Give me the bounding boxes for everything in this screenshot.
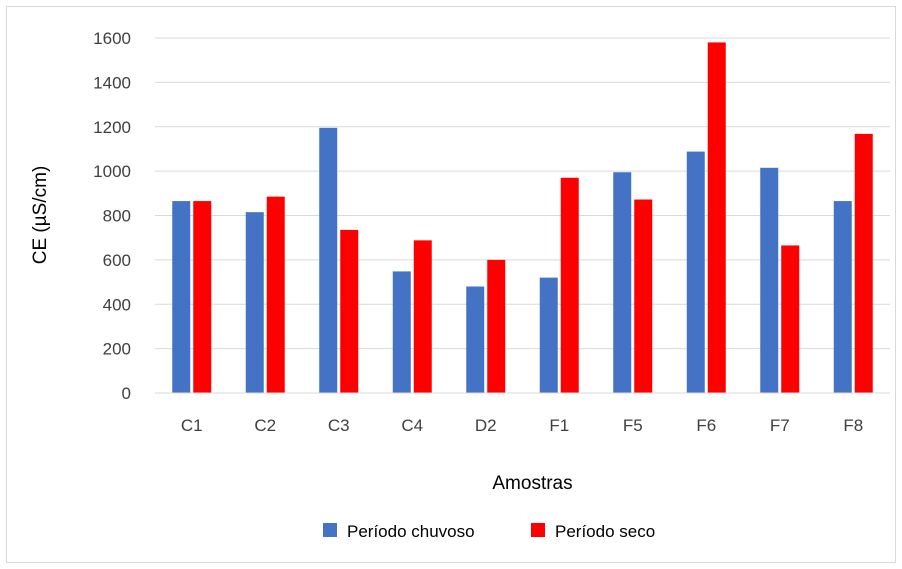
bar-seco-C3 <box>340 229 359 393</box>
x-tick-label: F7 <box>770 416 790 435</box>
x-tick-label: D2 <box>475 416 497 435</box>
legend-label: Período chuvoso <box>347 522 475 541</box>
y-tick-label: 800 <box>103 207 131 226</box>
legend-label: Período seco <box>555 522 655 541</box>
y-tick-label: 1200 <box>93 118 131 137</box>
y-tick-label: 1600 <box>93 29 131 48</box>
bar-seco-F1 <box>560 177 579 393</box>
bar-chuvoso-C4 <box>392 271 411 393</box>
bar-chuvoso-C3 <box>319 127 338 393</box>
chart-frame <box>6 6 896 563</box>
bar-seco-D2 <box>487 259 506 393</box>
y-tick-label: 1400 <box>93 73 131 92</box>
bar-chuvoso-D2 <box>466 286 485 393</box>
legend-swatch-chuvoso <box>323 523 337 537</box>
x-tick-label: F8 <box>843 416 863 435</box>
bar-seco-F5 <box>634 199 653 393</box>
x-tick-label: C3 <box>328 416 350 435</box>
y-tick-label: 1000 <box>93 162 131 181</box>
bar-seco-F6 <box>707 42 726 393</box>
x-tick-label: C1 <box>181 416 203 435</box>
x-tick-label: C4 <box>401 416 423 435</box>
x-tick-label: F1 <box>549 416 569 435</box>
bar-seco-C4 <box>413 240 432 393</box>
bar-chuvoso-F1 <box>539 277 558 393</box>
y-axis-title: CE (µS/cm) <box>30 166 51 265</box>
legend-swatch-seco <box>531 523 545 537</box>
x-tick-labels: C1 C2 C3 C4 D2 F1 F5 F6 F7 F8 <box>181 416 863 435</box>
x-tick-label: F5 <box>623 416 643 435</box>
bar-chuvoso-F8 <box>833 201 852 393</box>
y-tick-label: 400 <box>103 295 131 314</box>
y-tick-label: 600 <box>103 251 131 270</box>
x-tick-label: F6 <box>696 416 716 435</box>
bar-chuvoso-F5 <box>613 172 632 393</box>
bars <box>172 42 873 393</box>
bar-seco-F8 <box>854 133 873 393</box>
y-tick-label: 200 <box>103 340 131 359</box>
bar-chuvoso-C2 <box>245 212 264 393</box>
bar-chuvoso-F7 <box>760 167 779 393</box>
legend: Período chuvoso Período seco <box>323 522 655 541</box>
bar-seco-F7 <box>781 245 800 393</box>
x-axis-title: Amostras <box>492 473 572 494</box>
gridlines <box>155 37 890 350</box>
y-tick-label: 0 <box>122 384 131 403</box>
y-tick-labels: 0 200 400 600 800 1000 1200 1400 1600 <box>93 29 131 403</box>
bar-seco-C1 <box>193 201 212 393</box>
bar-chuvoso-F6 <box>686 151 705 393</box>
bar-chuvoso-C1 <box>172 201 191 393</box>
bar-seco-C2 <box>266 196 285 393</box>
x-tick-label: C2 <box>254 416 276 435</box>
